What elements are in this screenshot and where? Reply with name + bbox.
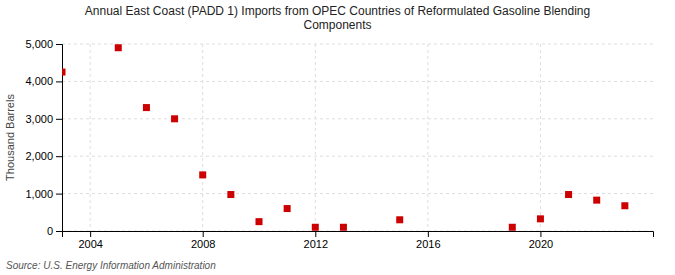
tick: 3,000: [25, 113, 62, 125]
tick: 5,000: [25, 38, 62, 50]
grid-line-y: [62, 118, 653, 119]
grid-line-x: [540, 44, 541, 231]
point: [227, 191, 234, 198]
tick-label: 2,000: [25, 150, 53, 162]
tick-mark: [56, 231, 62, 232]
point: [62, 69, 66, 76]
tick-label: 2020: [529, 238, 553, 250]
point: [509, 224, 516, 231]
chart-container: 2004 2008 2012 2016 2020 0 1,000 2,000 3,000 4,00…: [0, 0, 675, 275]
grid-line-x: [315, 44, 316, 231]
tick-label: 4,000: [25, 75, 53, 87]
grid-line-y: [62, 44, 653, 45]
grid: [62, 44, 653, 231]
point: [256, 218, 263, 225]
tick-mark: [428, 231, 429, 237]
tick-mark: [203, 231, 204, 237]
tick-mark: [56, 44, 62, 45]
chart-svg: 2004 2008 2012 2016 2020 0 1,000 2,000 3,000 4,00…: [0, 0, 675, 275]
grid-line-y: [62, 81, 653, 82]
grid-line-y: [62, 193, 653, 194]
tick-mark: [56, 119, 62, 120]
annotation: Source: U.S. Energy Information Administ…: [6, 260, 216, 271]
point: [115, 44, 122, 51]
point: [621, 202, 628, 209]
x-axis: 2004 2008 2012 2016 2020: [63, 231, 654, 250]
point: [565, 191, 572, 198]
grid-line-x: [202, 44, 203, 231]
point: [143, 104, 150, 111]
tick: 0: [47, 225, 62, 237]
tick-mark: [540, 231, 541, 237]
tick-mark: [56, 194, 62, 195]
tick-label: 2008: [191, 238, 215, 250]
tick-mark: [56, 156, 62, 157]
tick-label: 2004: [78, 238, 102, 250]
tick: 2020: [529, 231, 553, 250]
point: [171, 115, 178, 122]
point: [537, 215, 544, 222]
tick: 1,000: [25, 188, 62, 200]
tick: 2012: [304, 231, 328, 250]
tick-mark: [315, 231, 316, 237]
point: [340, 224, 347, 231]
grid-line-x: [90, 44, 91, 231]
point: [284, 205, 291, 212]
title: Annual East Coast (PADD 1) Imports from …: [85, 4, 590, 32]
axis-line: [56, 45, 63, 232]
tick: 4,000: [25, 75, 62, 87]
tick: 2008: [191, 231, 215, 250]
axis-line: [63, 232, 654, 238]
tick: 2004: [78, 231, 102, 250]
tick-label: 2012: [304, 238, 328, 250]
tick: 2016: [416, 231, 440, 250]
tick-label: 1,000: [25, 188, 53, 200]
point: [396, 216, 403, 223]
point: [593, 197, 600, 204]
tick-mark: [90, 231, 91, 237]
grid-line-y: [62, 156, 653, 157]
tick-label: 3,000: [25, 113, 53, 125]
tick-mark: [56, 81, 62, 82]
point: [199, 171, 206, 178]
y-axis: 0 1,000 2,000 3,000 4,000 5,000: [25, 38, 62, 237]
grid-line-x: [427, 44, 428, 231]
tick: 2,000: [25, 150, 62, 162]
tick-label: 5,000: [25, 38, 53, 50]
tick-label: 0: [47, 225, 53, 237]
point: [312, 224, 319, 231]
points: [62, 44, 628, 231]
y-axis-title: Thousand Barrels: [4, 94, 16, 181]
tick-label: 2016: [416, 238, 440, 250]
plot-area: 2004 2008 2012 2016 2020 0 1,000 2,000 3,000 4,00…: [25, 38, 653, 250]
